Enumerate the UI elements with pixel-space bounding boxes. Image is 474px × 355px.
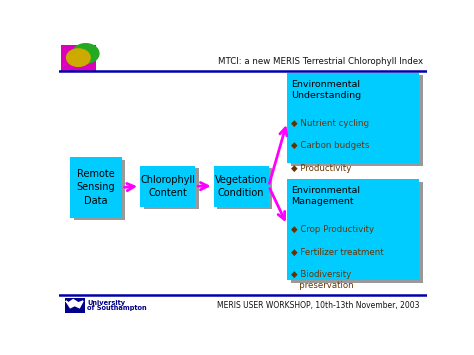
Text: of Southampton: of Southampton: [87, 305, 147, 311]
Text: Environmental
Management: Environmental Management: [292, 186, 360, 206]
Circle shape: [66, 49, 90, 66]
Text: Remote
Sensing
Data: Remote Sensing Data: [77, 169, 115, 206]
Text: ◆ Productivity: ◆ Productivity: [292, 164, 352, 173]
FancyBboxPatch shape: [287, 73, 419, 163]
FancyBboxPatch shape: [291, 182, 423, 283]
Polygon shape: [66, 300, 83, 308]
Text: Vegetation
Condition: Vegetation Condition: [215, 175, 267, 198]
Text: Environmental
Understanding: Environmental Understanding: [292, 80, 362, 100]
Text: MERIS USER WORKSHOP, 10th-13th November, 2003: MERIS USER WORKSHOP, 10th-13th November,…: [217, 301, 419, 310]
FancyBboxPatch shape: [287, 179, 419, 280]
Circle shape: [73, 44, 99, 64]
FancyBboxPatch shape: [74, 160, 125, 220]
FancyBboxPatch shape: [213, 165, 269, 207]
FancyBboxPatch shape: [65, 298, 85, 313]
Text: MTCI: a new MERIS Terrestrial Chlorophyll Index: MTCI: a new MERIS Terrestrial Chlorophyl…: [218, 57, 423, 66]
FancyBboxPatch shape: [291, 75, 423, 165]
Text: ◆ Biodiversity
   preservation: ◆ Biodiversity preservation: [292, 270, 354, 290]
FancyBboxPatch shape: [217, 168, 272, 209]
Text: ◆ Carbon budgets: ◆ Carbon budgets: [292, 141, 370, 150]
Text: University: University: [87, 300, 125, 306]
Text: ◆ Nutrient cycling: ◆ Nutrient cycling: [292, 119, 369, 128]
FancyBboxPatch shape: [70, 157, 122, 218]
FancyBboxPatch shape: [144, 168, 199, 209]
Text: Chlorophyll
Content: Chlorophyll Content: [140, 175, 195, 198]
Text: ◆ Fertilizer treatment: ◆ Fertilizer treatment: [292, 248, 384, 257]
Text: ◆ Crop Productivity: ◆ Crop Productivity: [292, 225, 374, 234]
FancyBboxPatch shape: [140, 165, 195, 207]
FancyBboxPatch shape: [61, 44, 96, 71]
